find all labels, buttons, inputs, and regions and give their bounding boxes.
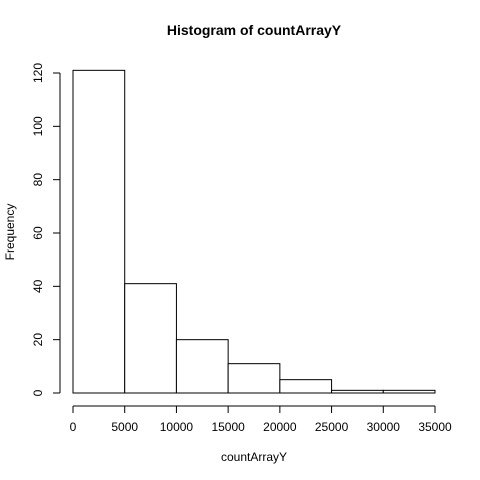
y-tick-label: 80 <box>31 173 45 187</box>
histogram-bar-7 <box>382 389 436 394</box>
histogram-bar-6 <box>331 389 384 394</box>
bars-group <box>72 69 436 394</box>
x-tick-label: 10000 <box>160 420 194 434</box>
y-tick-label: 120 <box>31 63 45 83</box>
histogram-bar-1 <box>72 69 126 394</box>
histogram-bar-5 <box>279 379 333 394</box>
chart-title: Histogram of countArrayY <box>167 22 342 38</box>
x-tick-label: 25000 <box>315 420 349 434</box>
x-tick-label: 15000 <box>211 420 245 434</box>
x-tick-label: 0 <box>70 420 77 434</box>
y-tick-label: 100 <box>31 116 45 136</box>
y-tick-label: 60 <box>31 226 45 240</box>
histogram-bar-2 <box>124 283 177 394</box>
histogram-bar-3 <box>175 339 229 394</box>
y-tick-label: 20 <box>31 333 45 347</box>
x-axis: 0 5000 10000 15000 20000 25000 30000 35000 <box>70 405 452 434</box>
y-axis: 0 20 40 60 80 100 120 <box>31 63 61 396</box>
x-axis-label: countArrayY <box>221 450 287 464</box>
histogram-bar-4 <box>227 363 281 394</box>
y-tick-label: 40 <box>31 279 45 293</box>
x-tick-label: 35000 <box>418 420 452 434</box>
x-tick-label: 30000 <box>367 420 401 434</box>
y-axis-label: Frequency <box>3 204 17 261</box>
x-tick-label: 20000 <box>263 420 297 434</box>
y-tick-label: 0 <box>31 389 45 396</box>
x-tick-label: 5000 <box>111 420 138 434</box>
